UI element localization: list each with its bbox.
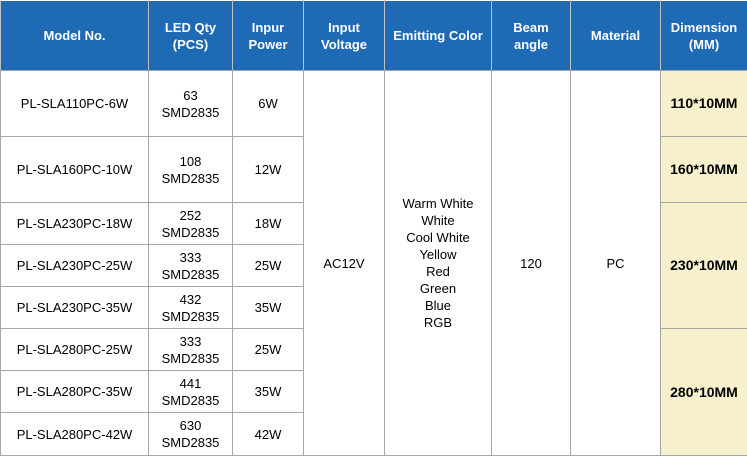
chip-text: SMD2835: [161, 224, 220, 240]
model-cell: PL-SLA230PC-35W: [0, 286, 149, 329]
qty-text: 252: [179, 207, 202, 223]
power-cell: 12W: [232, 136, 304, 203]
header-text: Dimension: [670, 19, 738, 35]
power-cell: 18W: [232, 202, 304, 245]
power-cell: 25W: [232, 328, 304, 371]
table-row: PL-SLA160PC-10W 108 SMD2835 12W 160*10MM: [0, 136, 747, 203]
model-cell: PL-SLA230PC-18W: [0, 202, 149, 245]
table-row: PL-SLA280PC-42W 630 SMD2835 42W: [0, 412, 747, 456]
chip-text: SMD2835: [161, 435, 220, 450]
header-cell: LED Qty (PCS): [148, 0, 233, 71]
qty-text: 432: [179, 291, 202, 307]
power-cell: 42W: [232, 412, 304, 456]
model-cell: PL-SLA280PC-42W: [0, 412, 149, 456]
color-text: RGB: [423, 315, 453, 330]
header-text: Beam: [513, 19, 549, 35]
color-text: White: [421, 213, 455, 228]
table-row: PL-SLA230PC-35W 432 SMD2835 35W: [0, 286, 747, 329]
header-cell: Emitting Color: [384, 0, 492, 71]
color-text: Yellow: [419, 247, 457, 262]
header-row: Model No. LED Qty (PCS) Inpur Power Input Volt…: [0, 0, 747, 71]
chip-text: SMD2835: [161, 308, 220, 324]
header-text: Emitting Color: [393, 28, 483, 43]
header-text: Input: [328, 19, 360, 35]
model-cell: PL-SLA280PC-35W: [0, 370, 149, 413]
header-cell: Inpur Power: [232, 0, 304, 71]
qty-cell: 333 SMD2835: [148, 244, 233, 287]
dimension-cell: 160*10MM: [660, 136, 747, 203]
chip-text: SMD2835: [161, 170, 220, 186]
header-text: Power: [248, 36, 288, 52]
header-text: LED Qty: [164, 19, 217, 35]
dimension-cell: 280*10MM: [660, 328, 747, 456]
table-row: PL-SLA230PC-25W 333 SMD2835 25W: [0, 244, 747, 287]
chip-text: SMD2835: [161, 350, 220, 366]
power-cell: 35W: [232, 370, 304, 413]
header-text: (MM): [688, 36, 720, 52]
table-row: PL-SLA110PC-6W 63 SMD2835 6W AC12V Warm White…: [0, 70, 747, 456]
header-text: Material: [590, 28, 641, 43]
model-cell: PL-SLA280PC-25W: [0, 328, 149, 371]
header-text: (PCS): [172, 36, 209, 52]
model-cell: PL-SLA160PC-10W: [0, 136, 149, 203]
qty-text: 63: [183, 87, 198, 103]
beam-cell: 120: [491, 70, 571, 456]
qty-text: 108: [179, 153, 202, 169]
header-cell: Material: [570, 0, 661, 71]
color-text: Warm White: [402, 196, 474, 211]
model-cell: PL-SLA110PC-6W: [0, 70, 149, 137]
qty-text: 441: [179, 375, 202, 391]
header-text: angle: [514, 36, 548, 52]
chip-text: SMD2835: [161, 392, 220, 408]
table-row: PL-SLA280PC-35W 441 SMD2835 35W: [0, 370, 747, 413]
power-cell: 25W: [232, 244, 304, 287]
qty-cell: 432 SMD2835: [148, 286, 233, 329]
dimension-cell: 230*10MM: [660, 202, 747, 329]
color-text: Red: [426, 264, 450, 279]
qty-text: 333: [179, 333, 202, 349]
table-row: PL-SLA280PC-25W 333 SMD2835 25W 280*10MM: [0, 328, 747, 456]
qty-cell: 630 SMD2835: [148, 412, 233, 456]
qty-cell: 333 SMD2835: [148, 328, 233, 371]
color-text: Green: [419, 281, 457, 296]
qty-text: 630: [179, 418, 202, 433]
voltage-cell: AC12V: [303, 70, 385, 456]
color-text: Cool White: [406, 230, 470, 245]
header-cell: Beam angle: [491, 0, 571, 71]
table-row: PL-SLA230PC-18W 252 SMD2835 18W 230*10MM: [0, 202, 747, 329]
header-cell: Model No.: [0, 0, 149, 71]
chip-text: SMD2835: [161, 104, 220, 120]
header-text: Model No.: [43, 28, 106, 43]
qty-cell: 252 SMD2835: [148, 202, 233, 245]
header-cell: Input Voltage: [303, 0, 385, 71]
color-cell: Warm White White Cool White Yellow Red Green B…: [384, 70, 492, 456]
qty-cell: 441 SMD2835: [148, 370, 233, 413]
power-cell: 35W: [232, 286, 304, 329]
power-cell: 6W: [232, 70, 304, 137]
chip-text: SMD2835: [161, 266, 220, 282]
dimension-cell: 110*10MM: [660, 70, 747, 137]
header-text: Inpur: [251, 19, 285, 35]
header-text: Voltage: [321, 36, 367, 52]
color-text: Blue: [424, 298, 452, 313]
material-cell: PC: [570, 70, 661, 456]
qty-cell: 63 SMD2835: [148, 70, 233, 137]
header-cell: Dimension (MM): [660, 0, 747, 71]
qty-text: 333: [179, 249, 202, 265]
qty-cell: 108 SMD2835: [148, 136, 233, 203]
model-cell: PL-SLA230PC-25W: [0, 244, 149, 287]
table-body: PL-SLA110PC-6W 63 SMD2835 6W AC12V Warm White…: [0, 70, 747, 456]
